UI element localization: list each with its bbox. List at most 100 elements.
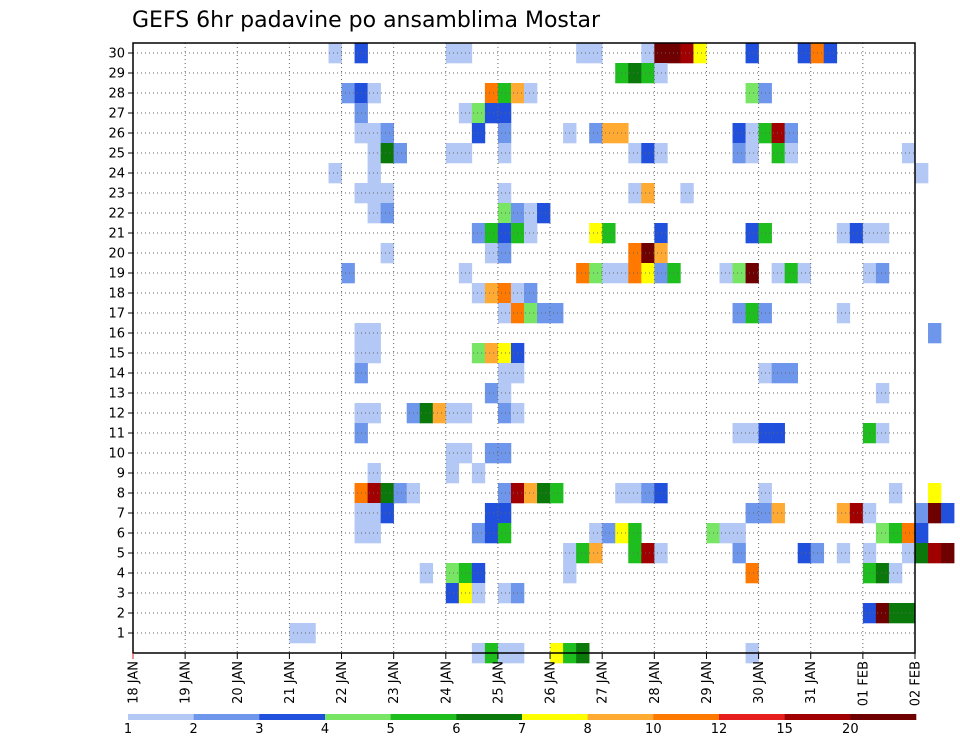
heatmap-cell xyxy=(341,263,355,284)
heatmap-cell xyxy=(745,83,759,104)
heatmap-cell xyxy=(784,263,798,284)
heatmap-cell xyxy=(628,523,642,544)
heatmap-cell xyxy=(484,503,499,524)
heatmap-cell xyxy=(484,383,499,404)
heatmap-cell xyxy=(628,263,642,284)
heatmap-cell xyxy=(445,143,460,164)
heatmap-cell xyxy=(497,223,512,244)
x-tick-label: 21 JAN xyxy=(283,661,298,704)
heatmap-cell xyxy=(380,143,394,164)
heatmap-cell xyxy=(497,443,512,464)
y-tick-label: 18 xyxy=(108,287,125,302)
heatmap-cell xyxy=(745,303,759,324)
y-tick-label: 24 xyxy=(108,167,125,182)
heatmap-cell xyxy=(771,363,785,384)
y-tick-label: 21 xyxy=(108,227,125,242)
heatmap-cell xyxy=(445,43,460,64)
y-tick-label: 10 xyxy=(108,447,125,462)
heatmap-cell xyxy=(875,223,890,244)
heatmap-cell xyxy=(380,243,394,264)
y-tick-label: 12 xyxy=(108,407,125,422)
heatmap-cell xyxy=(771,263,785,284)
heatmap-cell xyxy=(367,83,381,104)
x-tick-label: 25 JAN xyxy=(491,661,506,704)
heatmap-cell xyxy=(497,143,512,164)
x-tick-label: 20 JAN xyxy=(231,661,246,704)
heatmap-cell xyxy=(537,483,551,504)
heatmap-cell xyxy=(915,543,929,564)
heatmap-cell xyxy=(641,483,655,504)
x-tick-label: 19 JAN xyxy=(179,661,194,704)
heatmap-cell xyxy=(471,103,486,124)
colorbar-swatch xyxy=(850,714,917,720)
heatmap-cell xyxy=(928,503,942,524)
heatmap-cell xyxy=(419,563,434,584)
heatmap-cell xyxy=(445,443,460,464)
heatmap-cell xyxy=(367,323,381,344)
heatmap-cell xyxy=(888,603,903,624)
heatmap-cell xyxy=(367,163,381,184)
heatmap-cell xyxy=(654,543,668,564)
heatmap-cell xyxy=(497,523,512,544)
colorbar-swatch xyxy=(784,714,851,720)
heatmap-cell xyxy=(471,583,486,604)
y-tick-label: 15 xyxy=(108,347,125,362)
heatmap-cell xyxy=(524,203,538,224)
x-tick-label: 18 JAN xyxy=(127,661,142,704)
heatmap-cell xyxy=(915,163,929,184)
y-tick-label: 25 xyxy=(108,147,125,162)
heatmap-cell xyxy=(784,363,798,384)
colorbar-label: 12 xyxy=(711,722,728,737)
heatmap-cell xyxy=(380,183,394,204)
heatmap-cell xyxy=(901,603,916,624)
heatmap-cell xyxy=(745,423,759,444)
y-tick-label: 29 xyxy=(108,67,125,82)
colorbar-swatch xyxy=(587,714,654,720)
heatmap-cell xyxy=(941,503,955,524)
y-tick-label: 22 xyxy=(108,207,125,222)
heatmap-cell xyxy=(471,283,486,304)
heatmap-cell xyxy=(745,563,759,584)
heatmap-cell xyxy=(602,223,616,244)
heatmap-cell xyxy=(732,523,746,544)
heatmap-cell xyxy=(589,523,603,544)
heatmap-cell xyxy=(445,563,460,584)
heatmap-cell xyxy=(328,163,342,184)
heatmap-cell xyxy=(901,543,916,564)
heatmap-cell xyxy=(445,403,460,424)
heatmap-cell xyxy=(537,303,551,324)
chart-title: GEFS 6hr padavine po ansamblima Mostar xyxy=(132,8,601,33)
heatmap-cell xyxy=(654,63,668,84)
heatmap-cell xyxy=(497,503,512,524)
heatmap-cell xyxy=(654,223,668,244)
x-tick-label: 01 FEB xyxy=(856,661,871,706)
heatmap-cell xyxy=(732,303,746,324)
colorbar-label: 7 xyxy=(518,722,526,737)
heatmap-cell xyxy=(797,263,812,284)
x-tick-label: 30 JAN xyxy=(752,661,767,704)
heatmap-cell xyxy=(497,363,512,384)
y-tick-label: 27 xyxy=(108,107,125,122)
heatmap-cell xyxy=(471,123,486,144)
x-tick-label: 23 JAN xyxy=(387,661,402,704)
heatmap-cell xyxy=(628,483,642,504)
colorbar-label: 8 xyxy=(584,722,592,737)
heatmap-cell xyxy=(875,263,890,284)
y-tick-label: 3 xyxy=(117,587,125,602)
x-tick-label: 31 JAN xyxy=(804,661,819,704)
heatmap-cell xyxy=(367,143,381,164)
y-tick-label: 11 xyxy=(108,427,125,442)
heatmap-cell xyxy=(471,223,486,244)
heatmap-cell xyxy=(497,343,512,364)
heatmap-cell xyxy=(784,143,798,164)
heatmap-cell xyxy=(380,203,394,224)
heatmap-cell xyxy=(524,283,538,304)
y-tick-label: 14 xyxy=(108,367,125,382)
heatmap-cell xyxy=(471,463,486,484)
heatmap-cell xyxy=(745,123,759,144)
heatmap-cell xyxy=(497,403,512,424)
heatmap-cell xyxy=(484,243,499,264)
heatmap-cell xyxy=(875,603,890,624)
y-tick-label: 5 xyxy=(117,547,125,562)
